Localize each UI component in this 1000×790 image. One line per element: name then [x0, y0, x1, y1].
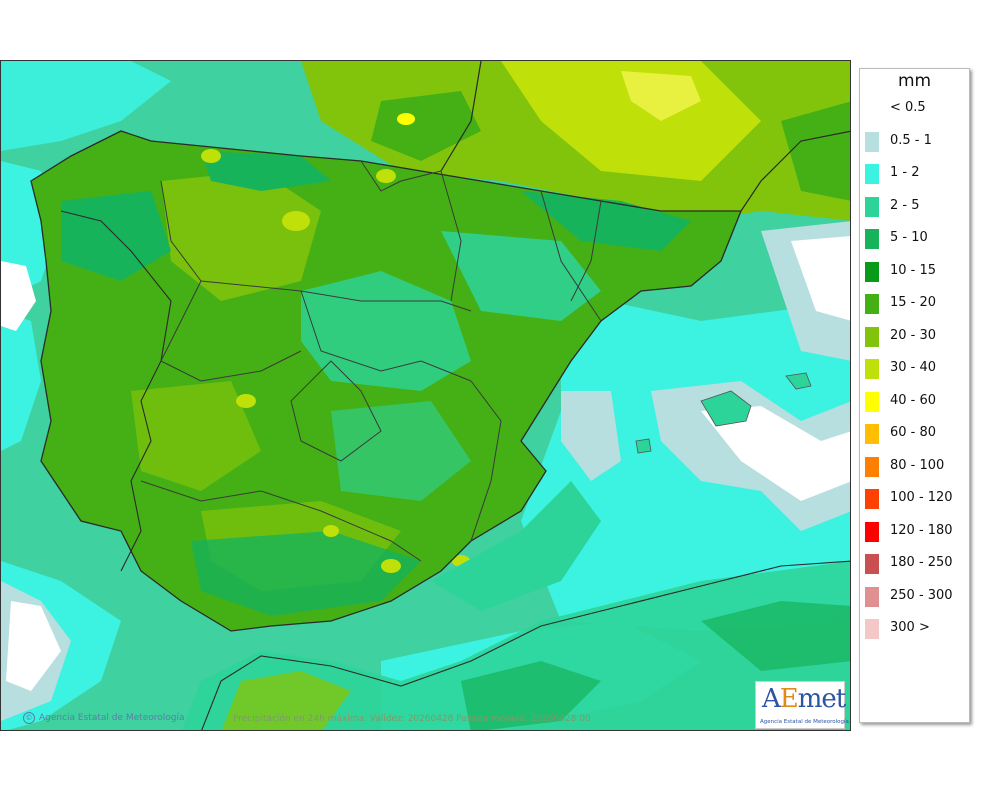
legend-item: 0.5 - 1 — [860, 126, 969, 158]
legend-swatch — [865, 424, 879, 444]
legend-swatch — [865, 391, 879, 412]
legend-label: 30 - 40 — [890, 360, 937, 375]
legend-item: 100 - 120 — [860, 483, 969, 515]
legend-swatch — [865, 554, 879, 574]
legend-unit: mm — [897, 71, 932, 91]
legend-swatch — [865, 619, 879, 639]
map-canvas — [1, 61, 850, 730]
copyright-icon: © — [23, 712, 35, 724]
legend-swatch — [865, 131, 879, 152]
legend-item: < 0.5 — [860, 93, 969, 125]
precipitation-map[interactable]: © Agencia Estatal de Meteorología Precipi… — [0, 60, 851, 731]
map-caption: Precipitación en 24h máxima. Validez: 20… — [233, 714, 591, 724]
aemet-logo-subtitle: Agencia Estatal de Meteorología — [760, 719, 849, 725]
legend-swatch — [865, 359, 879, 379]
legend-swatch — [865, 164, 879, 184]
legend-label: 100 - 120 — [890, 490, 953, 505]
legend-label: 0.5 - 1 — [890, 132, 932, 148]
legend-label: 60 - 80 — [890, 425, 937, 440]
legend-item: 10 - 15 — [860, 256, 969, 288]
legend-label: 120 - 180 — [890, 522, 953, 538]
legend-label: 2 - 5 — [890, 197, 920, 213]
agency-credit-text: Agencia Estatal de Meteorología — [39, 713, 185, 723]
legend-item: 60 - 80 — [860, 418, 969, 450]
legend-item: 20 - 30 — [860, 321, 969, 353]
legend-label: < 0.5 — [890, 100, 926, 115]
legend-label: 80 - 100 — [890, 457, 945, 473]
legend-swatch — [865, 489, 879, 509]
legend-label: 5 - 10 — [890, 230, 928, 245]
legend-label: 20 - 30 — [890, 327, 937, 343]
legend-label: 40 - 60 — [890, 392, 937, 408]
legend-item: 1 - 2 — [860, 158, 969, 190]
legend-swatch — [865, 261, 879, 282]
legend-item: 5 - 10 — [860, 223, 969, 255]
legend-label: 15 - 20 — [890, 295, 937, 310]
legend-swatch — [865, 326, 879, 347]
aemet-logo: AEmet Agencia Estatal de Meteorología — [755, 681, 849, 729]
legend-item: 300 > — [860, 613, 969, 645]
legend-item: 120 - 180 — [860, 516, 969, 548]
legend-swatch — [865, 586, 879, 607]
legend-item: 15 - 20 — [860, 288, 969, 320]
legend-swatch — [865, 294, 879, 314]
legend-item: 30 - 40 — [860, 353, 969, 385]
legend-label: 10 - 15 — [890, 262, 937, 278]
legend-item: 180 - 250 — [860, 548, 969, 580]
legend-item: 250 - 300 — [860, 581, 969, 613]
legend-item: 40 - 60 — [860, 386, 969, 418]
legend-swatch — [865, 456, 879, 477]
agency-credit: © Agencia Estatal de Meteorología — [23, 712, 185, 724]
legend-label: 1 - 2 — [890, 165, 920, 180]
legend-label: 250 - 300 — [890, 587, 953, 603]
legend-item: 2 - 5 — [860, 191, 969, 223]
legend-swatch — [865, 196, 879, 217]
legend-swatch — [865, 99, 879, 119]
aemet-logo-text: AEmet — [762, 684, 846, 714]
legend-swatch — [865, 521, 879, 542]
legend-label: 300 > — [890, 620, 930, 635]
legend-label: 180 - 250 — [890, 555, 953, 570]
precipitation-legend: mm < 0.5 0.5 - 1 1 - 2 2 - 5 5 - 10 10 - 15 15… — [859, 68, 970, 723]
legend-item: 80 - 100 — [860, 451, 969, 483]
legend-swatch — [865, 229, 879, 249]
